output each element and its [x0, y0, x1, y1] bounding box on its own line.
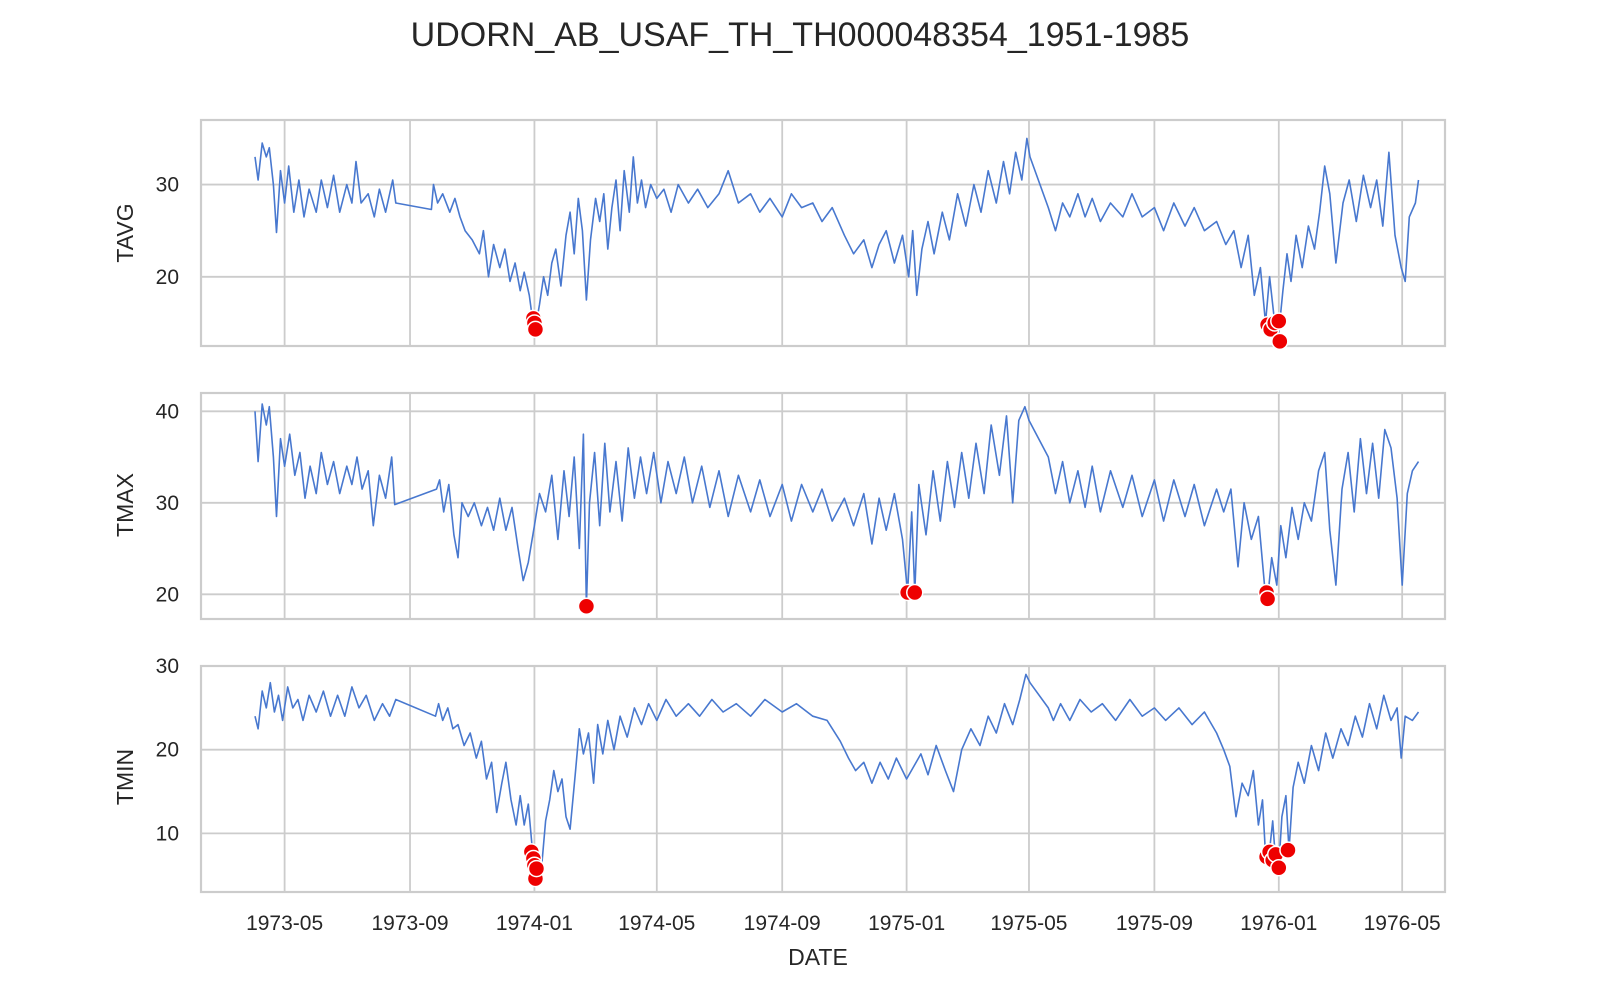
outlier-point-tmin: [1270, 858, 1288, 877]
outlier-point-tmax: [577, 597, 596, 615]
y-tick-label-tmin: 30: [156, 655, 179, 678]
outlier-point-tavg: [526, 320, 545, 339]
series-line-tmin: [254, 673, 1420, 877]
series-line-tavg: [254, 137, 1420, 333]
outlier-point-tavg: [1271, 332, 1289, 351]
panel-tmax: TMAX 20 30 40: [112, 391, 1447, 621]
plot-frame-tavg: [199, 118, 1447, 348]
x-tick-label: 1973-09: [371, 912, 448, 935]
series-line-tmax: [254, 403, 1420, 607]
x-tick-label: 1974-01: [496, 912, 573, 935]
x-tick-label: 1976-05: [1364, 912, 1441, 935]
x-axis-ticks: 1973-05 1973-09 1974-01 1974-05 1974-09 1975-…: [246, 912, 1441, 935]
x-tick-label: 1975-01: [868, 912, 945, 935]
outlier-point-tmin: [527, 859, 546, 878]
y-tick-label-tmin: 20: [156, 739, 179, 762]
x-tick-label: 1975-05: [990, 912, 1067, 935]
y-axis-label-tmax: TMAX: [112, 473, 138, 537]
outlier-point-tmax: [1258, 590, 1277, 608]
x-tick-label: 1976-01: [1240, 912, 1317, 935]
y-tick-label-tmax: 30: [156, 492, 179, 515]
panel-tavg: TAVG 20 30: [112, 118, 1447, 351]
outlier-point-tmin: [1279, 841, 1297, 859]
y-tick-label-tavg: 30: [156, 174, 179, 197]
plot-frame-tmax: [199, 391, 1447, 621]
panel-tmin: TMIN 10 20 30: [112, 655, 1447, 894]
outlier-point-tmax: [906, 583, 924, 602]
x-axis-label: DATE: [788, 944, 848, 970]
y-tick-label-tmax: 20: [156, 583, 179, 606]
y-axis-label-tmin: TMIN: [112, 749, 138, 805]
y-tick-label-tmax: 40: [156, 400, 179, 423]
outlier-point-tavg: [1270, 312, 1288, 330]
x-tick-label: 1973-05: [246, 912, 323, 935]
chart-title: UDORN_AB_USAF_TH_TH000048354_1951-1985: [411, 16, 1190, 54]
x-tick-label: 1974-05: [618, 912, 695, 935]
x-tick-label: 1975-09: [1116, 912, 1193, 935]
y-tick-label-tmin: 10: [156, 822, 179, 845]
y-tick-label-tavg: 20: [156, 266, 179, 289]
plot-frame-tmin: [199, 664, 1447, 894]
y-axis-label-tavg: TAVG: [112, 203, 138, 262]
x-tick-label: 1974-09: [744, 912, 821, 935]
